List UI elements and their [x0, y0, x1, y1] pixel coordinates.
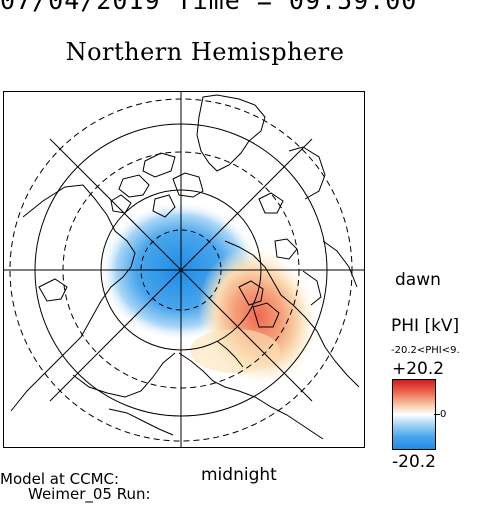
run-label: Weimer_05 Run:: [28, 485, 151, 503]
colorbar-scale: [392, 379, 436, 450]
colorbar-max-label: +20.2: [392, 359, 445, 379]
colorbar-zero-label: 0: [440, 409, 447, 420]
header-date-time: 07/04/2019 Time = 09:59:00: [0, 0, 418, 15]
plot-title: Northern Hemisphere: [65, 38, 345, 66]
model-label: Model at CCMC:: [0, 470, 120, 488]
colorbar-title: PHI [kV]: [391, 316, 460, 336]
polar-map-plot: [3, 91, 365, 448]
colorbar-range-text: -20.2<PHI<9.: [391, 345, 460, 356]
colorbar-zero-tick: [434, 414, 440, 415]
colorbar-min-label: -20.2: [392, 452, 436, 472]
coastlines: [10, 94, 360, 440]
midnight-label: midnight: [201, 465, 277, 485]
dawn-label: dawn: [395, 270, 441, 290]
